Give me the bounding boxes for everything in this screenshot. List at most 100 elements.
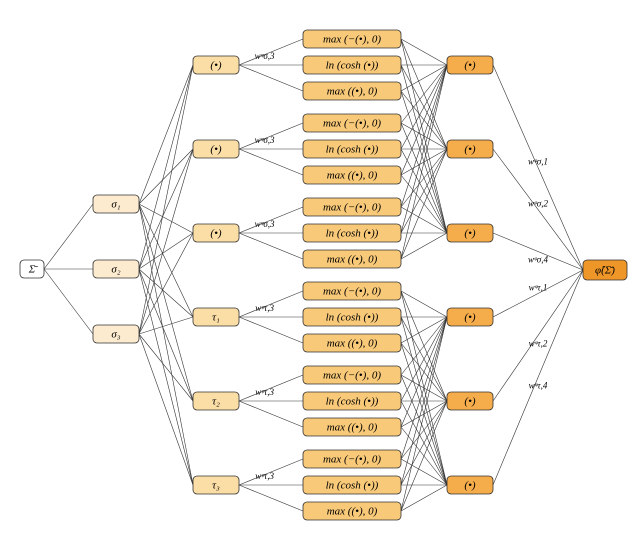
edge-weight-label: wᵠσ,3: [255, 135, 275, 145]
node-g3: (•): [447, 224, 493, 242]
node-label: max (−(•), 0): [323, 118, 381, 130]
edge: [401, 39, 447, 65]
edge-weight-label: wᵠσ,2: [528, 199, 548, 209]
edge-weight-label: wᵠσ,3: [255, 219, 275, 229]
node-s1: σ₁: [93, 195, 139, 213]
node-a6b: ln (cosh (•)): [303, 476, 401, 494]
node-label: τ₁: [212, 312, 220, 324]
edge: [493, 270, 583, 485]
edge: [44, 269, 93, 334]
node-label: σ₃: [111, 329, 120, 341]
node-a4c: max ((•), 0): [303, 334, 401, 352]
node-label: ln (cosh (•)): [326, 228, 379, 240]
edge: [139, 65, 193, 334]
node-label: max (−(•), 0): [323, 454, 381, 466]
node-a6c: max ((•), 0): [303, 502, 401, 520]
node-label: max ((•), 0): [327, 338, 378, 350]
node-g1: (•): [447, 56, 493, 74]
node-a5a: max (−(•), 0): [303, 366, 401, 384]
node-a4a: max (−(•), 0): [303, 282, 401, 300]
edge: [401, 233, 447, 259]
edge-weight-label: wᵠτ,3: [255, 303, 274, 313]
network-diagram: wᵠσ,3wᵠσ,3wᵠσ,3wᵠτ,3wᵠτ,3wᵠτ,3wᵠσ,1wᵠσ,2…: [0, 0, 640, 544]
edge: [493, 270, 583, 317]
edge: [239, 233, 303, 259]
edge: [239, 317, 303, 343]
edge: [239, 149, 303, 175]
node-t2: τ₂: [193, 392, 239, 410]
node-a2a: max (−(•), 0): [303, 114, 401, 132]
node-out: φ̂(Σ̄): [583, 260, 627, 280]
edge: [139, 65, 193, 204]
node-t3: τ₃: [193, 476, 239, 494]
node-label: ln (cosh (•)): [326, 312, 379, 324]
edge-weight-label: wᵠτ,3: [255, 387, 274, 397]
node-label: (•): [210, 60, 222, 72]
edge: [139, 269, 193, 401]
node-a2c: max ((•), 0): [303, 166, 401, 184]
node-label: max ((•), 0): [327, 254, 378, 266]
node-a3b: ln (cosh (•)): [303, 224, 401, 242]
nodes-layer: Σ̄ σ₁ σ₂ σ₃ (•) (•) (•) τ₁ τ₂ τ₃ max (−(•), 0) ln (…: [20, 30, 627, 520]
node-a5c: max ((•), 0): [303, 418, 401, 436]
node-label: ln (cosh (•)): [326, 144, 379, 156]
node-label: max (−(•), 0): [323, 370, 381, 382]
node-g5: (•): [447, 392, 493, 410]
node-a5b: ln (cosh (•)): [303, 392, 401, 410]
node-label: max (−(•), 0): [323, 286, 381, 298]
node-s2: σ₂: [93, 260, 139, 278]
node-label: (•): [464, 60, 476, 72]
edge: [139, 233, 193, 334]
node-g2: (•): [447, 140, 493, 158]
edge-weight-label: wᵠτ,2: [529, 339, 548, 349]
node-m2: (•): [193, 140, 239, 158]
edge-weight-label: wᵠτ,3: [255, 471, 274, 481]
node-label: (•): [464, 396, 476, 408]
edge: [401, 485, 447, 511]
node-label: max ((•), 0): [327, 170, 378, 182]
edge: [139, 334, 193, 485]
node-g6: (•): [447, 476, 493, 494]
node-label: (•): [210, 228, 222, 240]
node-g4: (•): [447, 308, 493, 326]
node-label: max (−(•), 0): [323, 202, 381, 214]
node-a3c: max ((•), 0): [303, 250, 401, 268]
node-a4b: ln (cosh (•)): [303, 308, 401, 326]
node-label: (•): [464, 480, 476, 492]
node-label: max ((•), 0): [327, 422, 378, 434]
node-label: (•): [464, 312, 476, 324]
node-s3: σ₃: [93, 325, 139, 343]
node-label: (•): [464, 144, 476, 156]
edge: [239, 401, 303, 427]
node-label: φ̂(Σ̄): [595, 265, 615, 277]
edge: [401, 401, 447, 459]
edge: [401, 149, 447, 207]
node-label: τ₂: [212, 396, 220, 408]
edge: [239, 65, 303, 91]
node-t1: τ₁: [193, 308, 239, 326]
node-label: ln (cosh (•)): [326, 60, 379, 72]
node-a1a: max (−(•), 0): [303, 30, 401, 48]
node-label: ln (cosh (•)): [326, 396, 379, 408]
edge-weight-label: wᵠτ,4: [529, 381, 548, 391]
node-label: ln (cosh (•)): [326, 480, 379, 492]
edge-weight-label: wᵠτ,1: [529, 283, 548, 293]
node-label: (•): [464, 228, 476, 240]
node-a2b: ln (cosh (•)): [303, 140, 401, 158]
node-label: max ((•), 0): [327, 86, 378, 98]
node-a1b: ln (cosh (•)): [303, 56, 401, 74]
edge-weight-label: wᵠσ,1: [528, 157, 548, 167]
edge: [401, 317, 447, 427]
edge-weight-label: wᵠσ,4: [528, 255, 548, 265]
node-label: τ₃: [212, 480, 220, 492]
edge: [401, 291, 447, 317]
node-a3a: max (−(•), 0): [303, 198, 401, 216]
edge: [239, 485, 303, 511]
node-label: max ((•), 0): [327, 506, 378, 518]
node-label: max (−(•), 0): [323, 34, 381, 46]
node-in: Σ̄: [20, 260, 44, 278]
edge: [44, 204, 93, 269]
node-a6a: max (−(•), 0): [303, 450, 401, 468]
node-label: (•): [210, 144, 222, 156]
edge: [139, 204, 193, 317]
